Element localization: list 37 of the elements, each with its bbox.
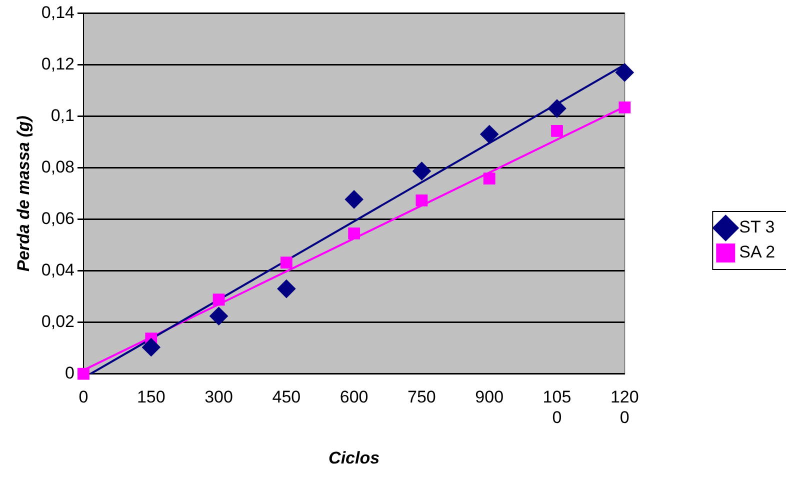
y-tick-label: 0,08 bbox=[41, 157, 74, 176]
y-axis-title: Perda de massa (g) bbox=[14, 115, 33, 272]
point bbox=[277, 280, 296, 298]
y-tick-label: 0,1 bbox=[50, 106, 74, 125]
point bbox=[280, 256, 292, 268]
point bbox=[412, 162, 431, 180]
x-axis-title: Ciclos bbox=[328, 448, 380, 468]
y-tick-label: 0,04 bbox=[41, 260, 74, 280]
point bbox=[78, 368, 90, 380]
x-tick-label: 0 bbox=[78, 388, 88, 407]
x-tick-label: 450 bbox=[272, 388, 301, 407]
x-tick-label: 750 bbox=[408, 388, 436, 407]
x-tick-label: 300 bbox=[204, 388, 233, 407]
point bbox=[483, 172, 496, 185]
point bbox=[618, 102, 631, 114]
x-tick-label: 120 0 bbox=[610, 388, 639, 428]
point bbox=[142, 338, 160, 356]
point bbox=[551, 124, 563, 137]
y-tick-label: 0,14 bbox=[41, 2, 74, 22]
point bbox=[210, 307, 228, 326]
y-tick-label: 0,02 bbox=[41, 312, 74, 331]
point bbox=[548, 100, 566, 118]
y-tick-label: 0,06 bbox=[41, 208, 74, 228]
legend-label: SA 2 bbox=[739, 242, 776, 262]
x-tick-label: 105 0 bbox=[542, 388, 572, 428]
point bbox=[348, 227, 360, 240]
point bbox=[480, 125, 498, 144]
point bbox=[345, 190, 364, 208]
point bbox=[212, 294, 225, 306]
x-tick-label: 900 bbox=[475, 388, 504, 407]
legend-label: ST 3 bbox=[739, 218, 775, 237]
x-tick-label: 150 bbox=[136, 388, 166, 407]
point bbox=[616, 63, 634, 82]
point bbox=[416, 194, 428, 206]
y-tick-label: 0,12 bbox=[41, 54, 74, 74]
x-tick-label: 600 bbox=[340, 388, 368, 407]
y-tick-label: 0 bbox=[65, 363, 74, 382]
